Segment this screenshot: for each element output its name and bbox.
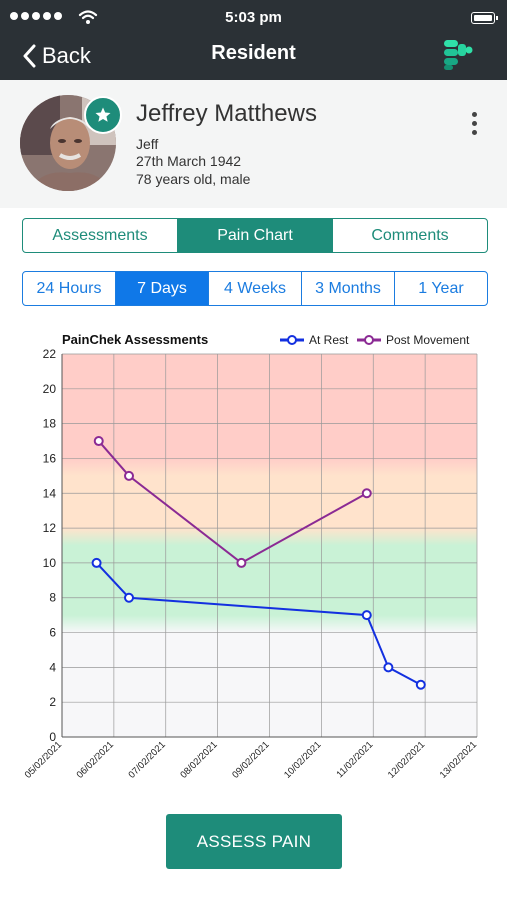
y-tick-label: 8 xyxy=(49,591,56,605)
painchek-logo-icon xyxy=(444,40,473,70)
legend-marker xyxy=(287,335,297,345)
legend-marker xyxy=(364,335,374,345)
favourite-star-badge xyxy=(84,96,122,134)
resident-name: Jeffrey Matthews xyxy=(136,100,317,127)
y-tick-label: 0 xyxy=(49,730,56,744)
tab-comments[interactable]: Comments xyxy=(332,219,487,252)
data-point xyxy=(91,557,102,568)
tab-pain-chart[interactable]: Pain Chart xyxy=(177,219,332,252)
y-tick-label: 16 xyxy=(43,451,57,465)
more-dot-icon xyxy=(471,112,477,117)
y-tick-label: 6 xyxy=(49,626,56,640)
page-title: Resident xyxy=(211,42,296,64)
range-3-months[interactable]: 3 Months xyxy=(301,272,394,305)
resident-nickname: Jeff xyxy=(136,136,159,152)
y-tick-label: 12 xyxy=(43,521,57,535)
data-point xyxy=(383,662,394,673)
legend-label-post-movement: Post Movement xyxy=(386,333,470,347)
data-point xyxy=(361,488,372,499)
x-tick-label: 12/02/2021 xyxy=(386,739,427,780)
range-24-hours[interactable]: 24 Hours xyxy=(36,279,102,297)
data-point xyxy=(361,610,372,621)
time-range-tabs: 24 Hours 7 Days 4 Weeks 3 Months 1 Year xyxy=(22,271,488,306)
x-tick-label: 06/02/2021 xyxy=(75,739,116,780)
x-tick-label: 08/02/2021 xyxy=(178,739,219,780)
resident-dob: 27th March 1942 xyxy=(136,153,242,169)
y-tick-label: 18 xyxy=(43,417,57,431)
data-point xyxy=(124,592,135,603)
y-tick-label: 14 xyxy=(43,486,57,500)
legend-label-at-rest: At Rest xyxy=(309,333,349,347)
range-1-year[interactable]: 1 Year xyxy=(394,272,487,305)
data-point xyxy=(415,679,426,690)
avatar xyxy=(20,95,116,191)
status-bar: 5:03 pm xyxy=(0,0,507,36)
data-point xyxy=(124,470,135,481)
chart-title: PainChek Assessments xyxy=(62,332,208,347)
resident-photo xyxy=(20,95,116,191)
y-tick-label: 20 xyxy=(43,382,57,396)
back-label: Back xyxy=(42,43,91,68)
tab-assessments[interactable]: Assessments xyxy=(52,226,148,244)
series-line-post-movement xyxy=(97,440,368,565)
back-button[interactable]: Back xyxy=(22,38,91,74)
range-4-weeks[interactable]: 4 Weeks xyxy=(208,272,301,305)
range-7-days[interactable]: 7 Days xyxy=(115,272,208,305)
y-tick-label: 22 xyxy=(43,347,57,361)
x-tick-label: 10/02/2021 xyxy=(282,739,323,780)
section-tabs: Assessments Pain Chart Comments xyxy=(22,218,488,253)
battery-icon xyxy=(471,12,498,24)
x-tick-label: 09/02/2021 xyxy=(230,739,271,780)
chevron-left-icon xyxy=(23,44,36,68)
x-tick-label: 07/02/2021 xyxy=(126,739,167,780)
star-icon xyxy=(95,107,111,122)
x-tick-label: 05/02/2021 xyxy=(23,739,64,780)
x-tick-label: 13/02/2021 xyxy=(438,739,479,780)
y-tick-label: 10 xyxy=(43,556,57,570)
signal-strength-icon xyxy=(10,12,62,20)
x-tick-label: 11/02/2021 xyxy=(334,739,375,780)
resident-age-sex: 78 years old, male xyxy=(136,171,251,187)
wifi-icon xyxy=(78,10,98,24)
data-point xyxy=(236,557,247,568)
y-tick-label: 2 xyxy=(49,695,56,709)
assess-pain-button[interactable]: ASSESS PAIN xyxy=(166,814,342,869)
status-time: 5:03 pm xyxy=(225,9,282,26)
more-options-button[interactable] xyxy=(469,112,479,135)
resident-profile: Jeffrey Matthews Jeff 27th March 1942 78… xyxy=(0,80,507,208)
y-tick-label: 4 xyxy=(49,660,56,674)
nav-bar: Back Resident xyxy=(0,36,507,80)
data-point xyxy=(93,436,104,447)
